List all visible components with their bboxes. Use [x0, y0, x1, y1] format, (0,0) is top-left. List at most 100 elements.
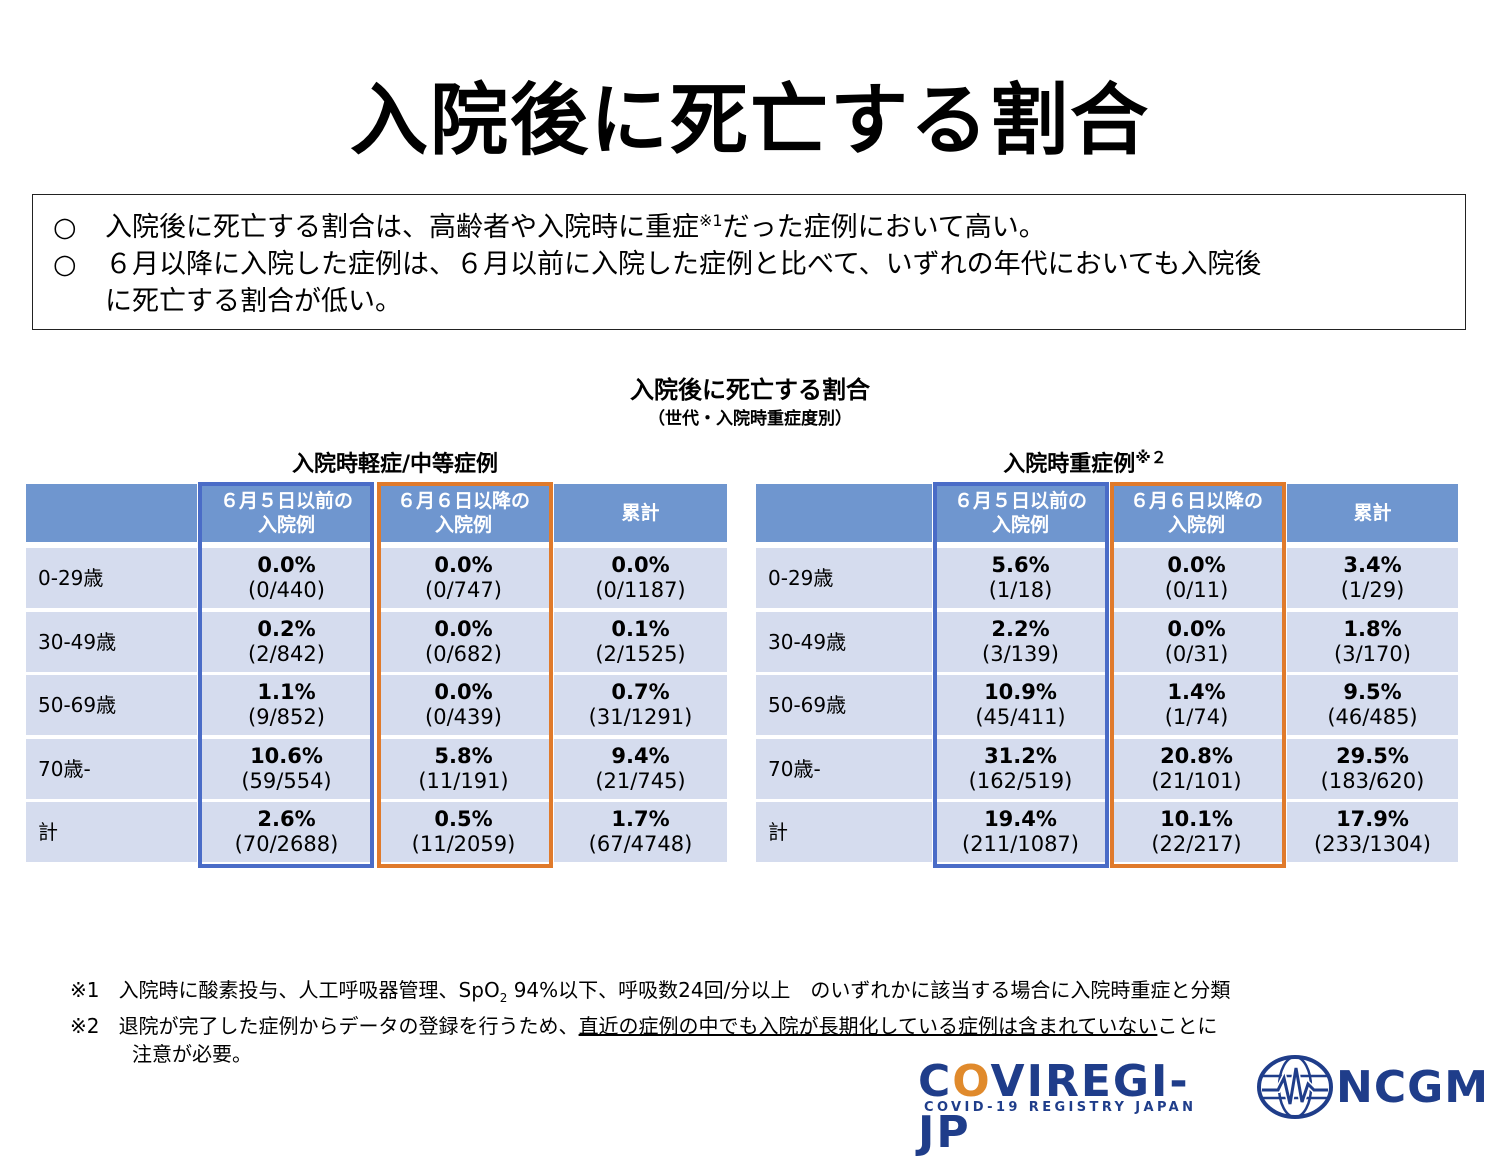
row-label: 50-69歳 [768, 693, 847, 717]
cell-percentage: 10.6% [250, 743, 323, 768]
table-cell: 0.0% (0/31) [1111, 617, 1282, 667]
table-cell: 19.4% (211/1087) [935, 807, 1106, 857]
cell-fraction: (21/101) [1151, 768, 1242, 793]
ncgm-globe-icon [1257, 1055, 1333, 1119]
cell-fraction: (31/1291) [588, 705, 693, 729]
table-cell: 3.4% (1/29) [1287, 553, 1458, 603]
cell-fraction: (1/74) [1164, 705, 1229, 729]
cell-fraction: (67/4748) [588, 832, 693, 856]
table-cell: 0.0% (0/439) [377, 680, 550, 730]
row-label: 70歳- [768, 756, 821, 781]
cell-fraction: (0/11) [1164, 578, 1229, 602]
mild-severity-table: ６月５日以前の 入院例 ６月６日以降の 入院例 累計 0-29歳 0.0% (0/440)… [26, 482, 727, 868]
table-cell: 0.0% (0/11) [1111, 553, 1282, 603]
row-label: 50-69歳 [38, 693, 117, 717]
cell-percentage: 31.2% [984, 743, 1057, 768]
cell-percentage: 5.8% [434, 743, 493, 768]
table-cell: 0.1% (2/1525) [554, 617, 727, 667]
cell-fraction: (46/485) [1327, 705, 1418, 729]
cell-fraction: (70/2688) [234, 832, 339, 856]
table-cell: 10.1% (22/217) [1111, 807, 1282, 857]
cell-percentage: 5.6% [991, 553, 1050, 577]
row-label: 0-29歳 [768, 566, 834, 590]
cell-fraction: (0/439) [425, 705, 502, 729]
summary-text-2: ６月以降に入院した症例は、６月以前に入院した症例と比べて、いずれの年代においても… [105, 249, 1262, 280]
cell-fraction: (59/554) [241, 768, 332, 793]
cell-percentage: 0.1% [611, 616, 670, 641]
mild-caption-text: 入院時軽症/中等症例 [291, 452, 499, 477]
summary-text-1b: だった症例において高い。 [722, 212, 1046, 243]
after-june6-highlight [1110, 482, 1286, 868]
cell-percentage: 0.0% [434, 616, 493, 641]
severe-column-header: ６月６日以降の 入院例 [1129, 490, 1263, 536]
mild-column-header: 累計 [621, 502, 660, 524]
covregi-jp-logo: COVIREGI-JP COVID-19 REGISTRY JAPAN [918, 1056, 1238, 1158]
bullet-circle-icon: ○ [53, 212, 77, 243]
covregi-jp-tagline: COVID-19 REGISTRY JAPAN [924, 1100, 1197, 1115]
cell-fraction: (0/440) [248, 578, 325, 602]
table-cell: 1.7% (67/4748) [554, 807, 727, 857]
before-june5-highlight [198, 482, 374, 868]
footnote-mark-1: ※1 [70, 978, 100, 1002]
footnotes: ※1 入院時に酸素投与、人工呼吸器管理、SpO2 94%以下、呼吸数24回/分以… [70, 976, 1230, 1068]
footnote-2: ※2 退院が完了した症例からデータの登録を行うため、直近の症例の中でも入院が長期… [70, 1012, 1230, 1040]
table-cell: 0.0% (0/1187) [554, 553, 727, 603]
covi-letter-c: C [918, 1056, 953, 1107]
mild-column-header: ６月５日以前の 入院例 [219, 490, 353, 536]
chart-subtitle: （世代・入院時重症度別） [648, 409, 852, 429]
cell-fraction: (45/411) [975, 705, 1066, 729]
table-cell: 0.0% (0/747) [377, 553, 550, 603]
table-cell: 17.9% (233/1304) [1287, 807, 1458, 857]
cell-fraction: (0/31) [1164, 641, 1229, 666]
cell-fraction: (233/1304) [1314, 832, 1431, 856]
table-cell: 10.6% (59/554) [200, 744, 373, 794]
summary-box: ○ 入院後に死亡する割合は、高齢者や入院時に重症※1だった症例において高い。 ○ ６… [32, 194, 1466, 330]
cell-percentage: 20.8% [1160, 743, 1233, 768]
cell-fraction: (3/139) [982, 641, 1059, 666]
table-cell: 9.4% (21/745) [554, 744, 727, 794]
table-cell: 0.2% (2/842) [200, 617, 373, 667]
cell-fraction: (0/747) [425, 578, 502, 602]
cell-percentage: 0.5% [434, 807, 493, 831]
table-cell: 2.6% (70/2688) [200, 807, 373, 857]
row-label: 70歳- [38, 756, 91, 781]
cell-percentage: 0.0% [1167, 553, 1226, 577]
footnote-2-text-b: ことに [1157, 1014, 1218, 1038]
cell-percentage: 1.1% [257, 680, 316, 704]
row-label: 計 [38, 820, 58, 844]
severe-column-header: 累計 [1353, 502, 1392, 524]
table-cell: 1.4% (1/74) [1111, 680, 1282, 730]
column-divider [1108, 484, 1111, 866]
bullet-circle-icon: ○ [53, 249, 77, 280]
cell-percentage: 10.1% [1160, 807, 1233, 831]
cell-fraction: (0/682) [425, 641, 502, 666]
cell-percentage: 1.4% [1167, 680, 1226, 704]
table-cell: 31.2% (162/519) [935, 744, 1106, 794]
cell-fraction: (22/217) [1151, 832, 1242, 856]
ncgm-wordmark: NCGM [1336, 1062, 1490, 1113]
row-label: 30-49歳 [38, 629, 117, 654]
chart-title: 入院後に死亡する割合 [630, 376, 870, 404]
cell-fraction: (1/18) [988, 578, 1053, 602]
footnote-mark-2: ※2 [70, 1014, 100, 1038]
footnote-1-text-b: 94%以下、呼吸数24回/分以上 のいずれかに該当する場合に入院時重症と分類 [507, 978, 1231, 1002]
cell-percentage: 0.0% [434, 680, 493, 704]
severe-column-header: ６月５日以前の 入院例 [953, 490, 1087, 536]
table-cell: 10.9% (45/411) [935, 680, 1106, 730]
cell-percentage: 0.0% [1167, 616, 1226, 641]
covi-letter-o: O [952, 1056, 991, 1107]
cell-percentage: 0.0% [434, 553, 493, 577]
table-cell: 1.1% (9/852) [200, 680, 373, 730]
cell-percentage: 2.2% [991, 616, 1050, 641]
cell-fraction: (162/519) [968, 768, 1073, 793]
table-cell: 0.7% (31/1291) [554, 680, 727, 730]
cell-percentage: 1.7% [611, 807, 670, 831]
cell-percentage: 1.8% [1343, 616, 1402, 641]
footnote-ref-2: ※２ [1135, 447, 1167, 467]
table-cell: 5.8% (11/191) [377, 744, 550, 794]
table-cell: 0.0% (0/682) [377, 617, 550, 667]
cell-fraction: (2/1525) [595, 641, 686, 666]
cell-percentage: 0.0% [257, 553, 316, 577]
footnote-2-text-a: 退院が完了した症例からデータの登録を行うため、 [118, 1014, 579, 1038]
cell-percentage: 17.9% [1336, 807, 1409, 831]
